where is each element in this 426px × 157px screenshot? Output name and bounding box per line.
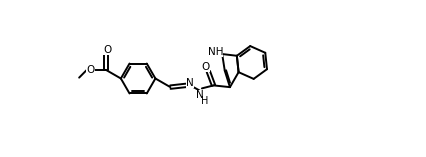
Text: O: O [201,62,210,72]
Text: N: N [185,78,193,88]
Text: H: H [201,96,208,106]
Text: NH: NH [207,47,222,57]
Text: N: N [196,90,203,100]
Text: O: O [86,65,95,75]
Text: O: O [103,46,111,55]
